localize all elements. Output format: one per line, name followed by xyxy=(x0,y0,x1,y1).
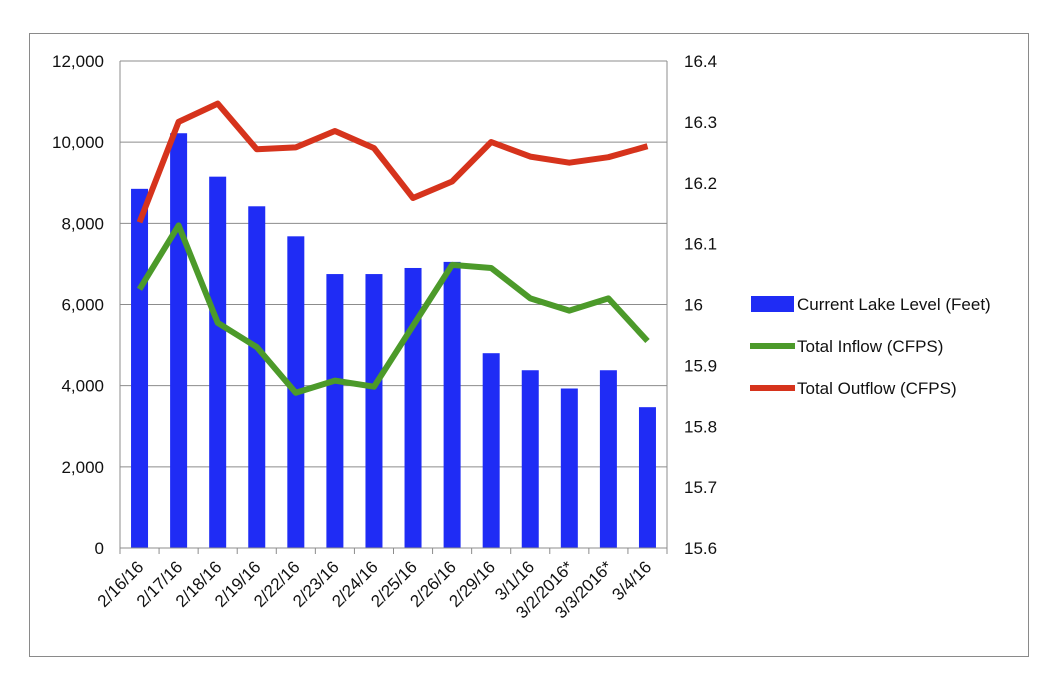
legend-swatch xyxy=(751,296,794,312)
left-tick-label: 10,000 xyxy=(52,133,104,152)
bar xyxy=(131,188,149,548)
legend-label: Total Inflow (CFPS) xyxy=(797,337,943,356)
right-tick-label: 16 xyxy=(684,296,703,315)
line-series xyxy=(136,100,650,396)
bar-series xyxy=(131,133,656,548)
bar xyxy=(404,267,422,548)
right-tick-label: 15.8 xyxy=(684,417,717,436)
left-axis-ticks: 0 2,000 4,000 6,000 8,000 10,000 12,000 xyxy=(52,52,104,558)
left-tick-label: 12,000 xyxy=(52,52,104,71)
left-tick-label: 8,000 xyxy=(61,214,104,233)
bar xyxy=(560,388,578,548)
bar xyxy=(482,353,500,548)
series-line xyxy=(136,222,650,396)
left-tick-label: 0 xyxy=(95,539,104,558)
bar xyxy=(638,407,656,548)
right-tick-label: 16.1 xyxy=(684,235,717,254)
x-tick-label: 3/4/16 xyxy=(608,557,655,604)
legend: Current Lake Level (Feet) Total Inflow (C… xyxy=(750,295,991,398)
right-tick-label: 15.6 xyxy=(684,539,717,558)
bar xyxy=(365,274,383,548)
right-axis-ticks: 15.6 15.7 15.8 15.9 16 16.1 16.2 16.3 16.4 xyxy=(684,52,717,558)
right-tick-label: 16.4 xyxy=(684,52,717,71)
legend-label: Total Outflow (CFPS) xyxy=(797,379,957,398)
right-tick-label: 16.2 xyxy=(684,174,717,193)
right-tick-label: 16.3 xyxy=(684,113,717,132)
right-tick-label: 15.7 xyxy=(684,478,717,497)
chart-frame xyxy=(29,33,1029,657)
bar xyxy=(326,274,344,548)
bar xyxy=(170,133,188,548)
bar xyxy=(248,206,266,548)
gridlines xyxy=(120,60,667,468)
left-tick-label: 4,000 xyxy=(61,377,104,396)
bar xyxy=(209,176,227,548)
bar xyxy=(599,370,617,548)
axes xyxy=(119,61,668,554)
bar xyxy=(521,370,539,548)
x-axis-ticks: 2/16/162/17/162/18/162/19/162/22/162/23/… xyxy=(94,557,655,622)
left-tick-label: 2,000 xyxy=(61,458,104,477)
legend-label: Current Lake Level (Feet) xyxy=(797,295,991,314)
bar xyxy=(443,261,461,548)
right-tick-label: 15.9 xyxy=(684,356,717,375)
series-line xyxy=(136,100,649,224)
left-tick-label: 6,000 xyxy=(61,296,104,315)
